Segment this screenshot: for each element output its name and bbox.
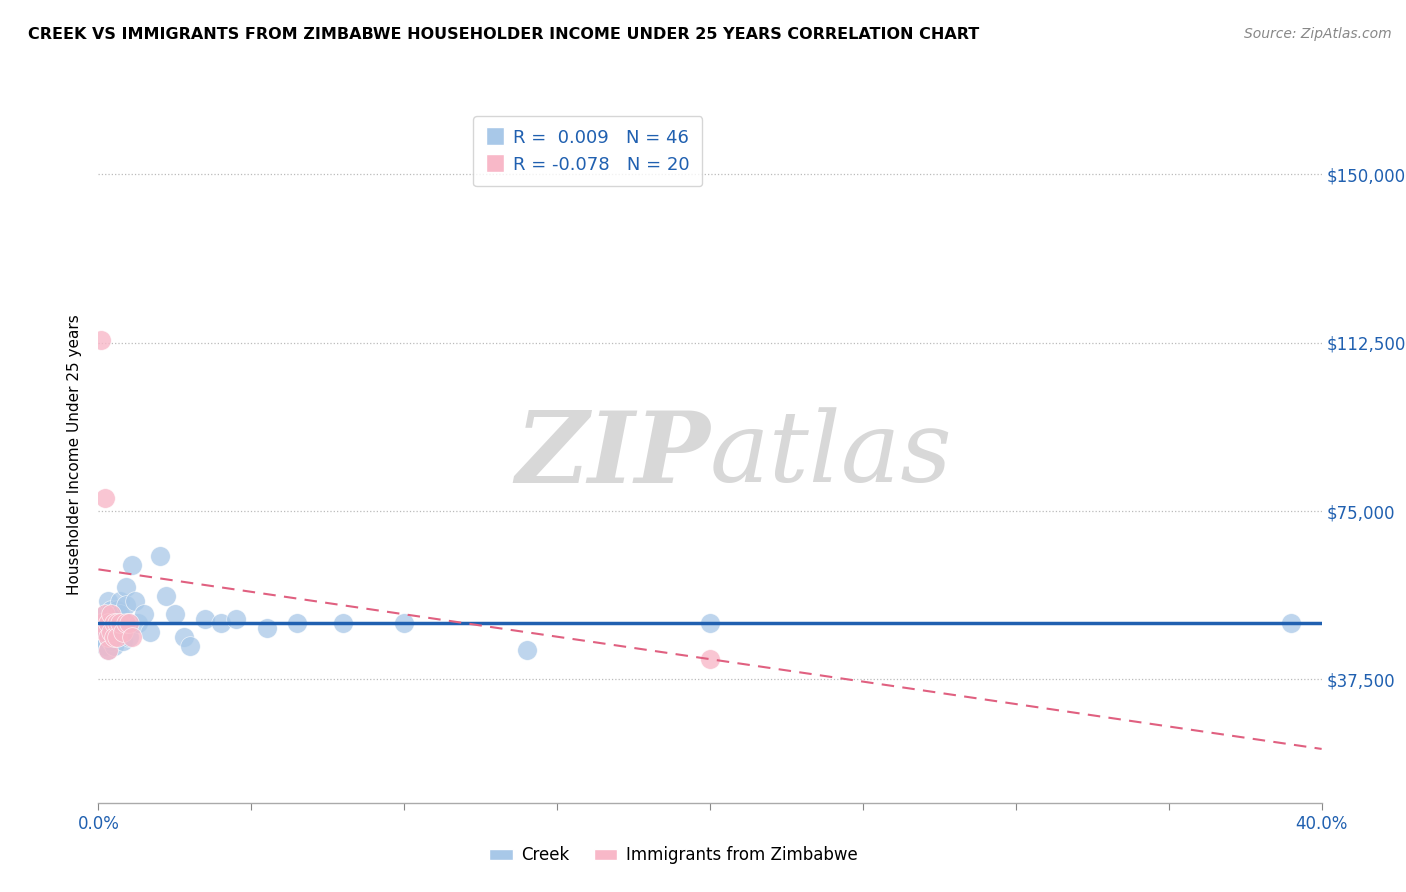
- Point: [100, 607, 122, 622]
- Point: [155, 590, 177, 604]
- Point: [108, 607, 131, 622]
- Point: [90, 630, 112, 644]
- Point: [97, 594, 120, 608]
- Point: [90, 616, 112, 631]
- Point: [121, 630, 143, 644]
- Text: ZIP: ZIP: [515, 407, 710, 503]
- Point: [97, 630, 120, 644]
- Point: [225, 612, 247, 626]
- Point: [285, 616, 308, 631]
- Point: [111, 621, 134, 635]
- Point: [105, 616, 128, 631]
- Point: [194, 612, 217, 626]
- Point: [173, 630, 195, 644]
- Point: [699, 652, 721, 666]
- Point: [105, 603, 128, 617]
- Point: [97, 616, 120, 631]
- Point: [97, 643, 120, 657]
- Point: [115, 580, 138, 594]
- Text: atlas: atlas: [710, 408, 953, 502]
- Point: [93, 607, 115, 622]
- Point: [111, 625, 134, 640]
- Point: [516, 643, 538, 657]
- Point: [118, 630, 141, 644]
- Point: [93, 639, 115, 653]
- Point: [97, 616, 120, 631]
- Point: [256, 621, 278, 635]
- Point: [100, 625, 122, 640]
- Point: [121, 558, 143, 572]
- Point: [93, 625, 115, 640]
- Point: [103, 639, 125, 653]
- Point: [118, 616, 141, 631]
- Point: [100, 634, 122, 648]
- Point: [105, 616, 128, 631]
- Point: [105, 630, 128, 644]
- Point: [103, 630, 125, 644]
- Point: [97, 630, 120, 644]
- Point: [332, 616, 354, 631]
- Point: [149, 549, 172, 563]
- Point: [103, 612, 125, 626]
- Point: [134, 607, 156, 622]
- Point: [115, 616, 138, 631]
- Point: [93, 491, 115, 505]
- Text: CREEK VS IMMIGRANTS FROM ZIMBABWE HOUSEHOLDER INCOME UNDER 25 YEARS CORRELATION : CREEK VS IMMIGRANTS FROM ZIMBABWE HOUSEH…: [28, 27, 980, 42]
- Point: [115, 599, 138, 613]
- Point: [108, 594, 131, 608]
- Point: [699, 616, 721, 631]
- Point: [124, 594, 146, 608]
- Point: [105, 630, 128, 644]
- Point: [209, 616, 232, 631]
- Y-axis label: Householder Income Under 25 years: Householder Income Under 25 years: [67, 315, 83, 595]
- Point: [100, 621, 122, 635]
- Point: [1279, 616, 1302, 631]
- Point: [103, 616, 125, 631]
- Point: [392, 616, 416, 631]
- Point: [93, 607, 115, 622]
- Point: [90, 334, 112, 348]
- Point: [111, 634, 134, 648]
- Point: [93, 625, 115, 640]
- Point: [163, 607, 186, 622]
- Point: [97, 643, 120, 657]
- Text: Source: ZipAtlas.com: Source: ZipAtlas.com: [1244, 27, 1392, 41]
- Point: [118, 616, 141, 631]
- Point: [139, 625, 162, 640]
- Point: [108, 616, 131, 631]
- Point: [103, 625, 125, 640]
- Point: [179, 639, 201, 653]
- Point: [127, 616, 149, 631]
- Point: [90, 616, 112, 631]
- Legend: Creek, Immigrants from Zimbabwe: Creek, Immigrants from Zimbabwe: [482, 839, 865, 871]
- Point: [100, 603, 122, 617]
